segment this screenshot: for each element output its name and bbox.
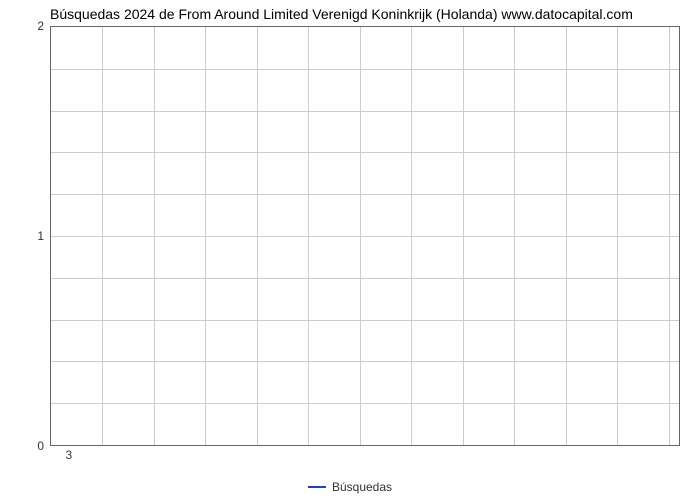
gridline-horizontal [51,111,679,112]
gridline-horizontal [51,236,679,237]
gridline-horizontal [51,403,679,404]
y-tick-label: 1 [4,229,44,243]
legend-swatch [308,486,326,488]
plot-area [50,26,680,446]
gridline-horizontal [51,320,679,321]
chart-title: Búsquedas 2024 de From Around Limited Ve… [50,6,633,22]
legend-label: Búsquedas [332,480,392,494]
gridline-horizontal [51,361,679,362]
gridline-horizontal [51,194,679,195]
y-tick-label: 2 [4,19,44,33]
gridline-horizontal [51,278,679,279]
legend: Búsquedas [308,480,392,494]
gridline-horizontal [51,152,679,153]
chart-container: Búsquedas 2024 de From Around Limited Ve… [0,0,700,500]
gridline-horizontal [51,69,679,70]
y-tick-label: 0 [4,439,44,453]
x-tick-label: 3 [66,448,73,462]
